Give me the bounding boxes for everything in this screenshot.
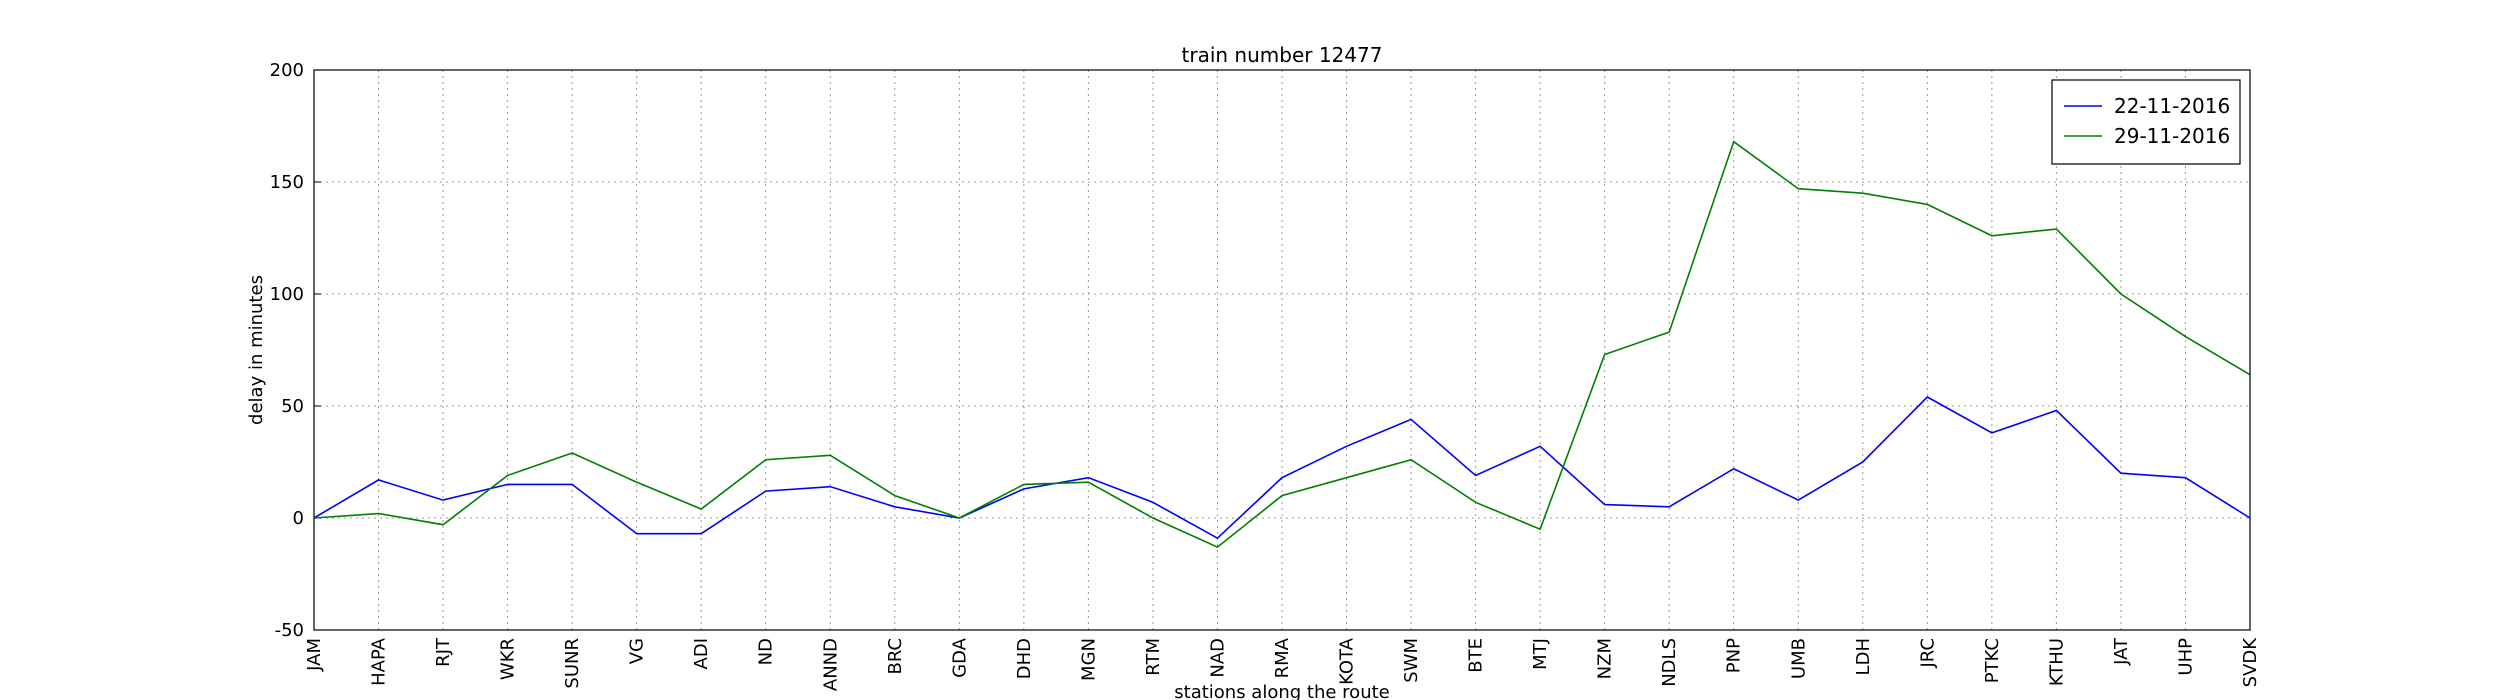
x-tick-label: NDLS [1659, 638, 1680, 687]
x-tick-label: JAT [2111, 637, 2132, 666]
y-axis-label: delay in minutes [246, 275, 267, 425]
x-tick-label: SVDK [2240, 637, 2261, 688]
y-tick-label: 200 [270, 60, 304, 81]
x-tick-label: BRC [885, 638, 906, 675]
y-tick-label: -50 [275, 620, 304, 641]
x-tick-label: VG [627, 638, 648, 664]
x-tick-label: SWM [1401, 638, 1422, 683]
legend-label: 22-11-2016 [2114, 94, 2230, 118]
legend-label: 29-11-2016 [2114, 124, 2230, 148]
x-tick-label: NAD [1207, 638, 1228, 678]
plot-frame [313, 69, 2251, 631]
x-tick-label: JRC [1917, 638, 1938, 669]
x-tick-label: GDA [949, 637, 970, 677]
x-tick-label: ANND [820, 638, 841, 691]
x-tick-label: JAM [304, 638, 325, 672]
x-tick-label: RJT [433, 637, 454, 667]
x-tick-label: KOTA [1337, 637, 1358, 685]
y-tick-label: 0 [293, 508, 304, 529]
x-tick-label: ND [756, 638, 777, 665]
data-line [313, 140, 2251, 549]
x-tick-label: BTE [1466, 638, 1487, 673]
x-tick-label: ADI [691, 638, 712, 669]
legend-box [2051, 79, 2241, 165]
x-tick-label: RMA [1272, 637, 1293, 678]
y-tick-label: 50 [281, 396, 304, 417]
x-tick-label: MGN [1078, 638, 1099, 681]
x-tick-label: NZM [1595, 638, 1616, 679]
x-tick-label: RTM [1143, 638, 1164, 676]
x-axis-label: stations along the route [1174, 682, 1389, 700]
chart-title: train number 12477 [1182, 43, 1383, 67]
x-tick-label: SUNR [562, 638, 583, 689]
x-tick-label: LDH [1853, 638, 1874, 675]
x-tick-label: HAPA [369, 637, 390, 686]
x-tick-label: UHP [2175, 638, 2196, 676]
data-line [313, 396, 2251, 540]
x-tick-label: KTHU [2046, 638, 2067, 686]
y-tick-label: 150 [270, 172, 304, 193]
x-tick-label: UMB [1788, 638, 1809, 679]
x-tick-label: PTKC [1982, 638, 2003, 683]
x-tick-label: WKR [498, 638, 519, 680]
y-tick-label: 100 [270, 284, 304, 305]
x-tick-label: DHD [1014, 638, 1035, 679]
x-tick-label: MTJ [1530, 638, 1551, 670]
x-tick-label: PNP [1724, 638, 1745, 673]
